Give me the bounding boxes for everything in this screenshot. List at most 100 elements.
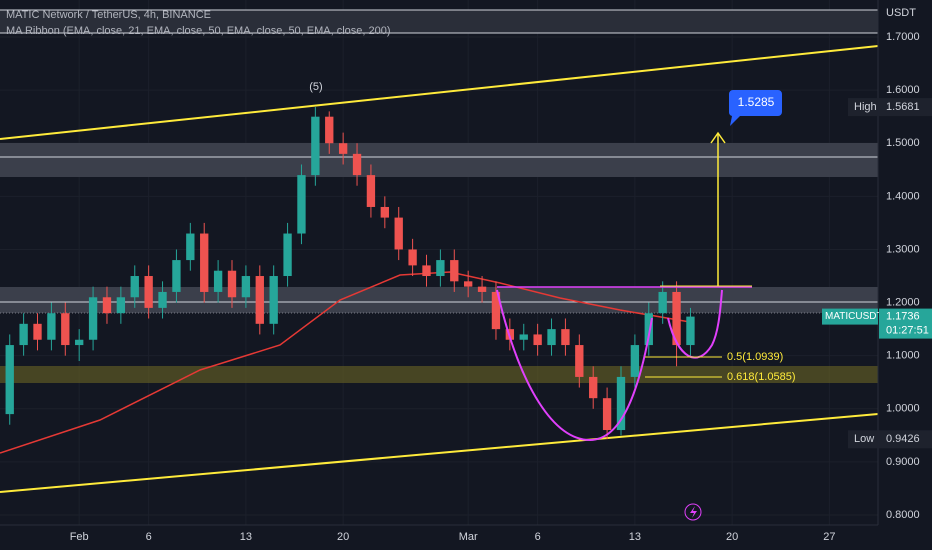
x-tick-label: Feb [70, 531, 89, 543]
candle-body [477, 286, 487, 292]
candle-body [672, 291, 681, 346]
candle-body [116, 297, 126, 314]
candle-body [602, 398, 612, 431]
candle-body [144, 276, 153, 308]
candle-body [658, 291, 667, 314]
candle-body [241, 276, 251, 298]
target-box [728, 90, 782, 126]
cup [496, 289, 653, 442]
marker-value: 1.5681 [886, 101, 920, 113]
candle-body [630, 345, 640, 377]
candle-body [102, 297, 112, 314]
candle-body [519, 334, 528, 340]
candle-body [436, 260, 445, 277]
candle-body [366, 175, 376, 207]
marker-box [879, 98, 932, 117]
candle-body [130, 276, 139, 298]
y-tick-label: 1.7000 [886, 31, 920, 43]
candle-body [172, 260, 181, 292]
marker-name: High [854, 101, 877, 113]
y-tick-label: 1.2000 [886, 296, 920, 308]
candle-body [297, 175, 306, 234]
zone [0, 366, 878, 383]
candle-body [547, 329, 556, 346]
target-label: 1.5285 [738, 95, 775, 109]
candle-body [227, 270, 237, 298]
arrow-head [710, 131, 726, 144]
x-tick-label: 6 [535, 531, 541, 543]
marker-name: Low [854, 433, 874, 445]
legend-title: MATIC Network / TetherUS, 4h, BINANCE [6, 9, 211, 21]
candle-body [394, 217, 403, 250]
legend-subtitle: MA Ribbon (EMA, close, 21, EMA, close, 5… [6, 25, 391, 37]
candle-body [88, 297, 98, 340]
candle-body [5, 345, 14, 415]
candle-body [213, 270, 223, 292]
wave-label: (5) [309, 81, 322, 93]
channel-line [0, 45, 879, 140]
candle-body [352, 153, 362, 176]
y-tick-label: 1.0000 [886, 403, 920, 415]
marker-box [879, 430, 932, 449]
y-tick-label: 0.9000 [886, 456, 920, 468]
currency-label: USDT [886, 7, 916, 19]
x-tick-label: 20 [726, 531, 738, 543]
candle-body [269, 276, 278, 324]
x-tick-label: Mar [459, 531, 478, 543]
candle-body [283, 233, 292, 277]
x-tick-label: 20 [337, 531, 349, 543]
candle-body [491, 291, 501, 330]
x-tick-label: 6 [146, 531, 152, 543]
candle-body [561, 329, 570, 346]
x-tick-label: 27 [823, 531, 835, 543]
price-label: 1.1736 [886, 310, 920, 322]
candle-body [200, 233, 209, 292]
candle-body [589, 376, 598, 399]
candle-body [575, 345, 584, 377]
candle-body [338, 143, 348, 154]
fib-label: 0.618(1.0585) [727, 371, 796, 383]
zone [0, 143, 878, 177]
candle-body [186, 233, 195, 261]
symbol-box [822, 308, 878, 325]
candle-body [61, 313, 70, 346]
candle-body [33, 323, 42, 340]
x-tick-label: 13 [629, 531, 641, 543]
event-icon [690, 506, 697, 518]
candle-body [380, 206, 389, 218]
candle-body [533, 334, 542, 346]
countdown-label: 01:27:51 [886, 324, 929, 336]
candle-body [408, 249, 417, 266]
candle-body [311, 116, 320, 176]
y-tick-label: 1.3000 [886, 243, 920, 255]
candle-body [644, 313, 653, 346]
candle-body [422, 265, 431, 277]
handle [667, 289, 723, 359]
symbol-label: MATICUSDT [825, 311, 883, 322]
price-labels: 0.8000 0.9000 1.0000 1.1000 1.2000 1.3000 1.40… [70, 31, 932, 543]
candles [5, 107, 695, 440]
marker-box [848, 98, 878, 117]
x-tick-label: 13 [240, 531, 252, 543]
candle-body [255, 276, 264, 324]
fib-label: 0.5(1.0939) [727, 351, 783, 363]
ema-line [0, 271, 691, 454]
candle-body [686, 316, 695, 346]
candle-body [325, 116, 334, 144]
candle-body [47, 313, 56, 340]
candle-body [464, 281, 473, 287]
candle-body [19, 323, 28, 346]
candle-body [75, 339, 84, 346]
y-tick-label: 1.6000 [886, 84, 920, 96]
zone [0, 10, 878, 33]
price-box [879, 308, 932, 339]
y-tick-label: 1.4000 [886, 190, 920, 202]
y-tick-label: 0.8000 [886, 509, 920, 521]
marker-box [848, 430, 878, 449]
candle-body [158, 291, 167, 308]
candle-body [616, 376, 626, 431]
event-icon [684, 503, 702, 521]
candle-body [450, 260, 459, 282]
y-tick-label: 1.5000 [886, 137, 920, 149]
